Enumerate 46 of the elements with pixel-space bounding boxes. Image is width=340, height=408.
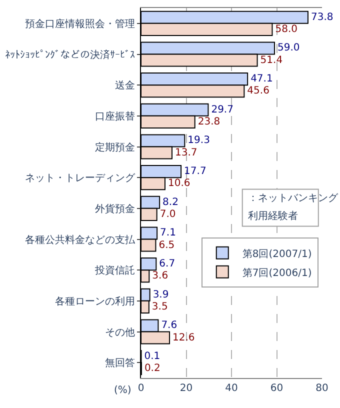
- data-label: 8.2: [162, 196, 178, 208]
- y-tick-label: 口座振替: [95, 110, 135, 122]
- legend-label: 第7回(2006/1): [242, 266, 312, 279]
- data-label: 45.6: [247, 86, 270, 97]
- data-label: 13.7: [175, 147, 198, 158]
- y-tick-label: 各種ローンの利用: [55, 295, 135, 308]
- data-label: 59.0: [277, 42, 300, 54]
- y-tick-label: 各種公共料金などの支払: [25, 234, 136, 246]
- data-label: 3.9: [152, 289, 169, 300]
- data-label: 7.1: [160, 228, 176, 239]
- data-label: 47.1: [250, 74, 273, 85]
- y-tick-label: その他: [105, 326, 135, 338]
- data-label: 3.6: [152, 270, 168, 282]
- y-tick-label: ネット・トレーディング: [25, 173, 136, 184]
- data-label: 0.1: [144, 351, 160, 362]
- y-tick-label: 送金: [115, 80, 135, 92]
- data-label: 7.6: [161, 320, 178, 332]
- data-label: 6.5: [158, 240, 175, 251]
- data-label: 6.7: [159, 258, 176, 270]
- data-label: 19.3: [188, 135, 210, 146]
- data-label: 10.6: [168, 178, 190, 190]
- data-label: 58.0: [275, 24, 298, 35]
- legend-label: 第8回(2007/1): [242, 248, 312, 260]
- data-label: 0.2: [144, 363, 160, 374]
- x-tick-label: 40: [225, 383, 238, 394]
- annotation: 利用経験者: [248, 210, 298, 222]
- y-tick-label: 無回答: [105, 357, 135, 370]
- x-tick-label: 0: [138, 383, 144, 394]
- y-tick-label: 預金口座情報照会・管理: [25, 18, 135, 30]
- y-tick-label: 投資信託: [94, 264, 135, 277]
- y-tick-label: 定期預金: [95, 141, 135, 154]
- data-label: 3.5: [152, 301, 168, 312]
- data-label: 17.7: [184, 166, 206, 178]
- x-tick-label: 80: [316, 383, 328, 394]
- x-tick-label: 60: [270, 383, 284, 394]
- data-label: 73.8: [310, 12, 334, 23]
- data-label: 12.6: [172, 332, 195, 344]
- data-label: 51.4: [260, 54, 283, 66]
- x-tick-label: 20: [180, 383, 193, 394]
- data-label: 23.8: [198, 116, 220, 128]
- data-label: 7.0: [160, 208, 176, 220]
- annotation: ：ネットバンキング: [248, 193, 339, 204]
- x-axis-title: (%): [114, 385, 132, 396]
- y-tick-label: ﾈｯﾄｼｮｯﾋﾟﾝｸﾞなどの決済ｻｰﾋﾞｽ: [5, 48, 135, 61]
- data-label: 29.7: [211, 104, 234, 116]
- y-tick-label: 外貨預金: [95, 202, 135, 215]
